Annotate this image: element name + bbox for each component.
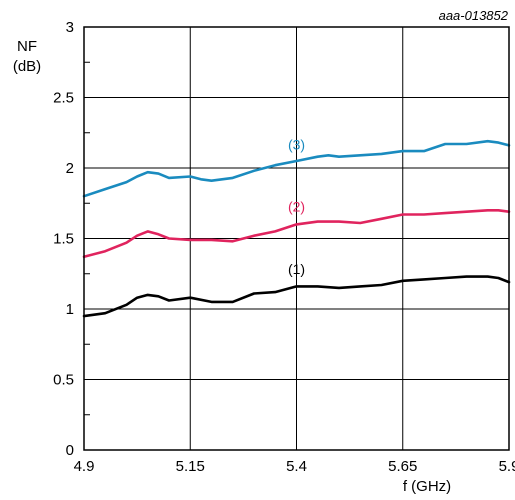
y-tick-label: 0.5 (53, 372, 74, 389)
x-tick-label: 5.4 (286, 458, 307, 475)
x-tick-label: 4.9 (74, 458, 95, 475)
x-axis-title: f (GHz) (403, 478, 451, 495)
y-tick-label: 0 (66, 442, 74, 459)
plot-series: (3) (2) (1) (82, 137, 511, 318)
y-tick-label: 3 (66, 19, 74, 36)
y-axis-title-line1: NF (17, 38, 37, 55)
series-line-1 (82, 139, 511, 198)
series-label-2: (2) (288, 199, 305, 215)
series-label-1: (3) (288, 137, 305, 153)
x-tick-label: 5.9 (499, 458, 515, 475)
y-tick-label: 1.5 (53, 231, 74, 248)
series-line-2 (82, 209, 511, 259)
x-tick-label: 5.65 (388, 458, 417, 475)
y-axis-title-line2: (dB) (13, 58, 41, 75)
y-tick-label: 1 (66, 301, 74, 318)
x-tick-label: 5.15 (176, 458, 205, 475)
y-tick-label: 2 (66, 160, 74, 177)
tick-labels: 0 0.5 1 1.5 2 2.5 3 4.9 5.15 5.4 5.65 5.9 (53, 19, 515, 475)
figure-id-label: aaa-013852 (439, 8, 509, 23)
plot-frame (83, 26, 510, 451)
y-tick-label: 2.5 (53, 90, 74, 107)
series-label-3: (1) (288, 261, 305, 277)
plot-border (83, 26, 510, 451)
series-line-3 (82, 275, 511, 318)
